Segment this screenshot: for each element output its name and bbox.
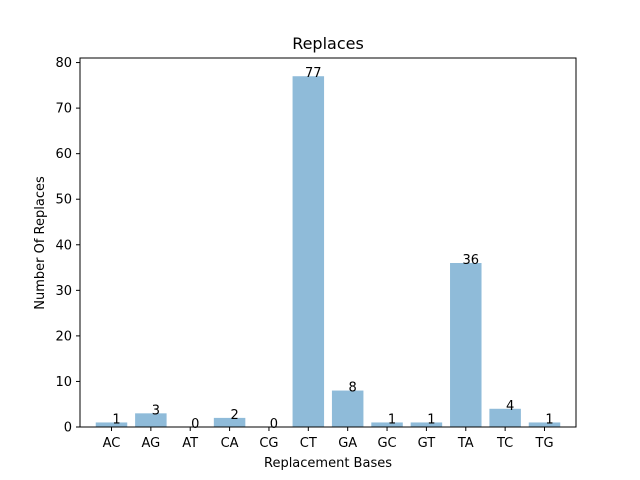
x-tick-label-tg: TG bbox=[535, 436, 554, 451]
bar-tc bbox=[489, 408, 521, 427]
bar-value-label-ca: 2 bbox=[230, 408, 238, 423]
x-tick-label-ca: CA bbox=[221, 436, 239, 451]
bar-ct bbox=[292, 76, 325, 427]
x-tick-label-ag: AG bbox=[141, 436, 160, 451]
bar-ca bbox=[213, 417, 246, 427]
y-tick-label-80: 80 bbox=[55, 56, 72, 71]
bar-value-label-ac: 1 bbox=[112, 412, 120, 427]
y-tick-label-60: 60 bbox=[55, 147, 72, 162]
x-tick-label-gt: GT bbox=[418, 436, 436, 451]
x-tick-label-gc: GC bbox=[377, 436, 396, 451]
bar-value-label-ag: 3 bbox=[152, 403, 160, 418]
y-tick-label-70: 70 bbox=[55, 102, 72, 117]
x-tick-label-tc: TC bbox=[496, 436, 513, 451]
bar-ta bbox=[450, 263, 482, 427]
x-tick-label-ac: AC bbox=[103, 436, 121, 451]
bar-value-label-tc: 4 bbox=[506, 399, 514, 414]
x-axis: AC AG AT CA CG CT GA GC GT TA TC TG bbox=[103, 427, 554, 451]
bar-tg bbox=[528, 422, 561, 427]
y-tick-label-0: 0 bbox=[64, 421, 72, 436]
bars-group bbox=[95, 76, 561, 427]
bar-value-label-gc: 1 bbox=[388, 412, 396, 427]
bar-value-label-gt: 1 bbox=[427, 412, 435, 427]
bar-ga bbox=[331, 390, 364, 427]
y-tick-label-10: 10 bbox=[55, 375, 72, 390]
bar-value-label-cg: 0 bbox=[270, 417, 278, 432]
y-tick-label-40: 40 bbox=[55, 238, 72, 253]
chart-title: Replaces bbox=[292, 34, 364, 53]
bar-ag bbox=[135, 413, 167, 427]
x-tick-label-ga: GA bbox=[338, 436, 357, 451]
y-axis: 0 10 20 30 40 50 60 70 80 bbox=[55, 56, 80, 436]
x-tick-label-ct: CT bbox=[300, 436, 317, 451]
bar-labels-group: 1 3 0 2 0 77 8 1 1 36 4 1 bbox=[112, 66, 553, 432]
bar-value-label-ct: 77 bbox=[305, 66, 322, 81]
y-tick-label-20: 20 bbox=[55, 329, 72, 344]
bar-value-label-tg: 1 bbox=[545, 412, 553, 427]
bar-gt bbox=[410, 422, 443, 427]
bar-ac bbox=[95, 422, 128, 427]
bar-gc bbox=[371, 422, 403, 427]
bar-value-label-at: 0 bbox=[191, 417, 199, 432]
x-tick-label-at: AT bbox=[182, 436, 198, 451]
y-tick-label-50: 50 bbox=[55, 193, 72, 208]
bar-value-label-ga: 8 bbox=[349, 381, 357, 396]
y-tick-label-30: 30 bbox=[55, 284, 72, 299]
x-tick-label-cg: CG bbox=[259, 436, 278, 451]
x-tick-label-ta: TA bbox=[457, 436, 474, 451]
plot-frame bbox=[79, 57, 577, 428]
x-axis-label: Replacement Bases bbox=[264, 456, 392, 471]
bar-value-label-ta: 36 bbox=[463, 253, 480, 268]
y-axis-label: Number Of Replaces bbox=[33, 176, 48, 310]
